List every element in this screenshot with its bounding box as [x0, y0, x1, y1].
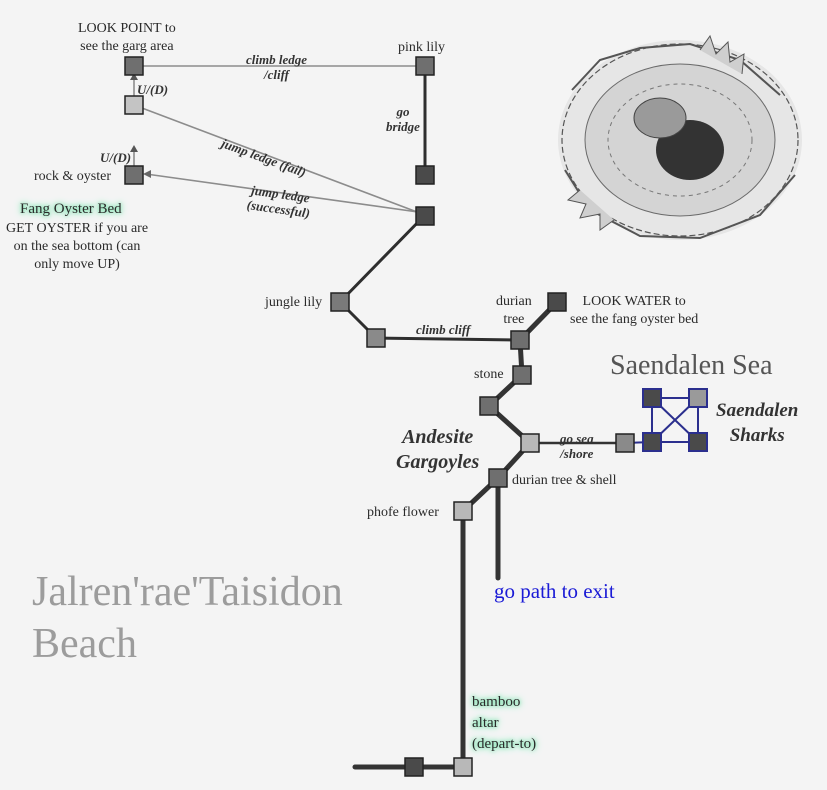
region-name: Saendalen Sea [610, 350, 773, 381]
sharks-area-label: Saendalen Sharks [716, 398, 798, 448]
rock-oyster-label: rock & oyster [34, 169, 111, 184]
bamboo-altar-line2: altar [472, 715, 499, 731]
coiled-serpent-illustration [558, 34, 802, 240]
room-ledge-top[interactable] [415, 206, 435, 226]
phofe-flower-label: phofe flower [367, 505, 439, 520]
up-down-bottom-label: U/(D) [100, 150, 132, 165]
room-beach-west[interactable] [404, 757, 424, 777]
look-water-label: LOOK WATER to see the fang oyster bed [570, 293, 698, 329]
room-cliff-base[interactable] [366, 328, 386, 348]
look-point-label: LOOK POINT to see the garg area [78, 20, 176, 56]
bamboo-altar-label: bamboo altar (depart-to) [472, 692, 536, 755]
look-water-line2: see the fang oyster bed [570, 312, 699, 327]
oyster-note-line2: on the sea bottom (can [13, 239, 141, 254]
climb-cliff-label: climb cliff [416, 322, 471, 337]
room-ledge-middle[interactable] [124, 95, 144, 115]
pink-lily-label: pink lily [398, 40, 446, 55]
jungle-lily-label: jungle lily [265, 295, 323, 310]
climb-ledge-label: climb ledge /cliff [246, 52, 307, 82]
shark-room-cluster [624, 388, 708, 452]
room-shore[interactable] [520, 433, 540, 453]
sharks-line2: Sharks [729, 425, 785, 446]
go-sea-label: go sea /shore [560, 431, 594, 461]
durian-tree-label: durian tree [496, 293, 532, 329]
go-sea-line1: go sea [560, 431, 594, 446]
fang-oyster-bed-label: Fang Oyster Bed [20, 201, 122, 217]
room-pink-lily[interactable] [415, 56, 435, 76]
room-sea-entry[interactable] [615, 433, 635, 453]
andesite-line2: Gargoyles [396, 451, 480, 473]
go-sea-line2: /shore [560, 446, 594, 461]
go-bridge-line1: go [396, 104, 410, 119]
durian-tree-line1: durian [496, 294, 532, 309]
go-bridge-line2: bridge [386, 119, 420, 134]
climb-ledge-line2: /cliff [263, 67, 290, 82]
look-point-line1: LOOK POINT to [78, 21, 176, 36]
oyster-note-line1: GET OYSTER if you are [6, 221, 149, 236]
room-phofe-flower[interactable] [453, 501, 473, 521]
room-durian-tree[interactable] [510, 330, 530, 350]
room-rock-oyster[interactable] [124, 165, 144, 185]
durian-tree-line2: tree [503, 312, 525, 327]
andesite-area-label: Andesite Gargoyles [396, 425, 479, 475]
room-bridge[interactable] [415, 165, 435, 185]
climb-ledge-line1: climb ledge [246, 52, 308, 67]
room-jungle-lily[interactable] [330, 292, 350, 312]
room-gargoyle-path[interactable] [479, 396, 499, 416]
bamboo-altar-line1: bamboo [472, 694, 521, 710]
look-water-line1: LOOK WATER to [582, 294, 686, 309]
exit-path-label[interactable]: go path to exit [494, 579, 615, 603]
stone-label: stone [474, 367, 504, 382]
sharks-line1: Saendalen [716, 400, 799, 421]
oyster-note-line3: only move UP) [34, 257, 120, 272]
room-look-point[interactable] [124, 56, 144, 76]
room-stone[interactable] [512, 365, 532, 385]
room-durian-tree-shell[interactable] [488, 468, 508, 488]
durian-tree-shell-label: durian tree & shell [512, 473, 617, 488]
room-bamboo-altar[interactable] [453, 757, 473, 777]
andesite-line1: Andesite [402, 426, 474, 448]
look-point-line2: see the garg area [80, 39, 174, 54]
up-down-top-label: U/(D) [137, 82, 169, 97]
go-bridge-label: go bridge [386, 104, 420, 134]
beach-title-line1: Jalren'rae'Taisidon [32, 569, 343, 615]
beach-title-line2: Beach [32, 621, 137, 667]
oyster-note: GET OYSTER if you are on the sea bottom … [6, 220, 148, 274]
room-look-water[interactable] [547, 292, 567, 312]
bamboo-altar-line3: (depart-to) [472, 736, 537, 752]
beach-title: Jalren'rae'Taisidon Beach [32, 566, 343, 670]
